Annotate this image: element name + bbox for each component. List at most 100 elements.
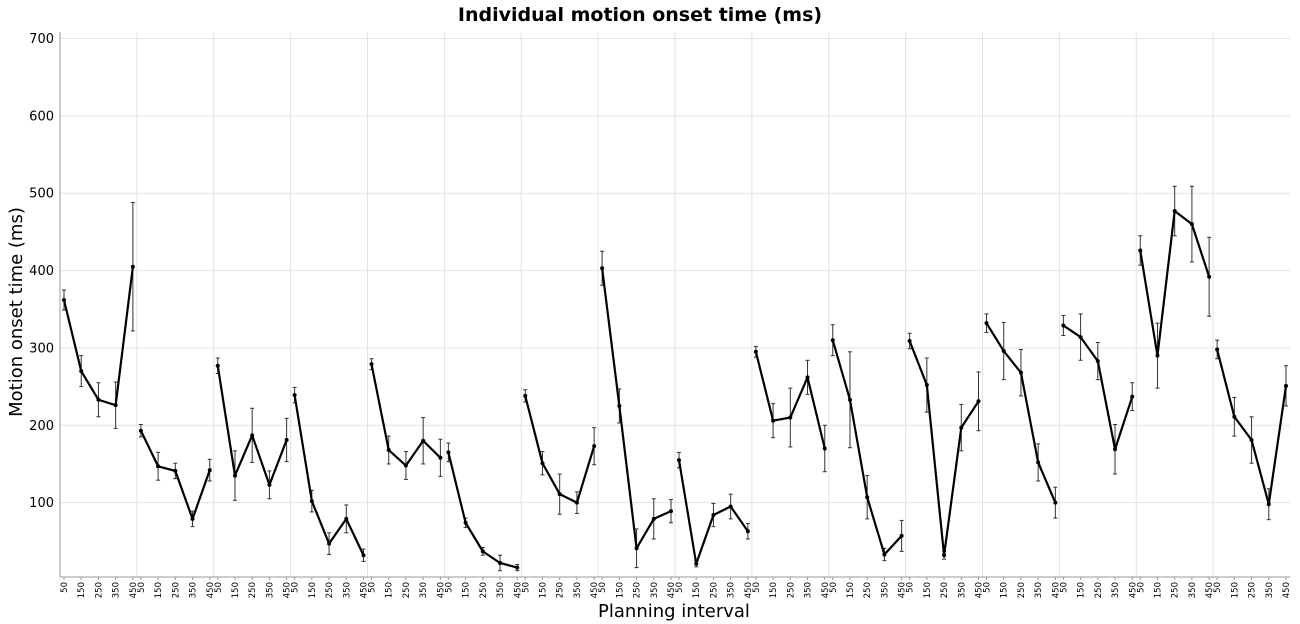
data-point	[79, 369, 84, 374]
data-point	[694, 561, 699, 566]
x-tick-label: 250	[402, 582, 412, 598]
x-tick-label: 450	[975, 582, 985, 598]
y-tick-label: 300	[29, 341, 54, 356]
x-tick-label: 250	[1171, 582, 1181, 598]
data-point	[711, 513, 716, 518]
x-tick-label: 150	[1077, 582, 1087, 598]
data-point	[130, 264, 135, 269]
x-tick-label: 250	[1017, 582, 1027, 598]
series-line	[601, 268, 672, 550]
x-tick-label: 50	[368, 582, 378, 593]
x-tick-label: 450	[513, 582, 523, 598]
data-point	[292, 393, 297, 398]
data-point	[1018, 370, 1023, 375]
x-tick-label: 250	[325, 582, 335, 598]
data-point	[651, 516, 656, 521]
data-point	[232, 473, 237, 478]
x-tick-label: 150	[923, 582, 933, 598]
x-tick-label: 450	[1282, 582, 1292, 598]
data-point	[498, 560, 503, 565]
x-tick-label: 350	[112, 582, 122, 598]
data-point	[113, 403, 118, 408]
data-point	[446, 450, 451, 455]
x-tick-label: 150	[1153, 582, 1163, 598]
x-tick-label: 350	[1034, 582, 1044, 598]
data-point	[309, 499, 314, 504]
data-point	[753, 349, 758, 354]
data-point	[1001, 349, 1006, 354]
data-points	[62, 209, 1288, 570]
x-tick-label: 250	[94, 582, 104, 598]
series-line	[293, 394, 365, 556]
data-point	[1284, 383, 1288, 388]
data-point	[600, 266, 605, 271]
chart-title: Individual motion onset time (ms)	[458, 4, 822, 26]
data-point	[96, 397, 101, 402]
x-tick-label: 150	[692, 582, 702, 598]
data-point	[822, 446, 827, 451]
x-tick-label: 150	[1230, 582, 1240, 598]
data-point	[284, 437, 289, 442]
data-point	[156, 464, 161, 469]
data-point	[386, 448, 391, 453]
x-tick-label: 50	[598, 582, 608, 593]
data-point	[1036, 460, 1041, 465]
y-tick-label: 400	[29, 264, 54, 279]
data-point	[592, 444, 597, 449]
x-tick-label: 450	[821, 582, 831, 598]
x-tick-label: 350	[650, 582, 660, 598]
x-tick-label: 450	[1205, 582, 1215, 598]
x-tick-label: 250	[709, 582, 719, 598]
grid	[60, 32, 1290, 577]
data-point	[617, 403, 622, 408]
x-tick-label: 350	[189, 582, 199, 598]
data-point	[865, 495, 870, 500]
x-tick-label: 350	[342, 582, 352, 598]
data-point	[976, 399, 981, 404]
x-tick-label: 450	[1051, 582, 1061, 598]
x-tick-label: 250	[786, 582, 796, 598]
x-tick-label: 50	[291, 582, 301, 593]
x-tick-label: 450	[360, 582, 370, 598]
x-tick-label: 250	[556, 582, 566, 598]
x-tick-label: 350	[419, 582, 429, 598]
data-point	[344, 516, 349, 521]
y-tick-label: 500	[29, 187, 54, 202]
data-point	[1130, 394, 1135, 399]
data-point	[1172, 209, 1177, 214]
x-tick-label: 150	[231, 582, 241, 598]
data-point	[728, 504, 733, 509]
x-tick-label: 150	[385, 582, 395, 598]
x-tick-label: 150	[1000, 582, 1010, 598]
series-line	[908, 340, 980, 557]
x-tick-label: 350	[496, 582, 506, 598]
x-tick-label: 150	[154, 582, 164, 598]
x-tick-label: 350	[804, 582, 814, 598]
x-tick-label: 250	[479, 582, 489, 598]
data-point	[574, 500, 579, 505]
y-tick-label: 200	[29, 419, 54, 434]
data-point	[369, 362, 374, 367]
data-point	[830, 338, 835, 343]
series-line	[831, 339, 903, 556]
data-point	[1095, 359, 1100, 364]
x-tick-label: 250	[940, 582, 950, 598]
x-tick-label: 350	[727, 582, 737, 598]
data-point	[847, 397, 852, 402]
y-tick-labels: 100 200 300 400 500 600 700	[29, 32, 54, 511]
x-tick-label: 150	[615, 582, 625, 598]
x-tick-label: 150	[77, 582, 87, 598]
x-tick-label: 50	[1213, 582, 1223, 593]
data-point	[677, 458, 681, 463]
data-point	[1215, 347, 1220, 352]
x-tick-label: 350	[573, 582, 583, 598]
x-tick-label: 350	[1188, 582, 1198, 598]
data-point	[215, 363, 220, 368]
data-point	[190, 516, 195, 521]
data-point	[669, 509, 673, 514]
x-tick-label: 50	[137, 582, 147, 593]
data-point	[438, 455, 443, 460]
x-tick-label: 450	[590, 582, 600, 598]
data-point	[138, 428, 143, 433]
